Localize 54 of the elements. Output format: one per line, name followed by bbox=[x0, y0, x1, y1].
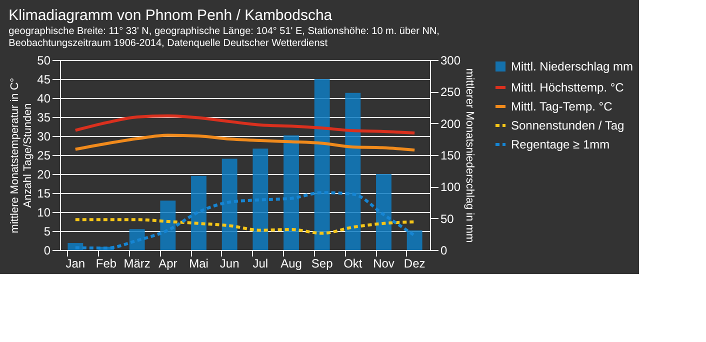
text: Beobachtungszeitraum 1906-2014, Datenquelle Deutscher Wetterdienst bbox=[8, 38, 328, 49]
x-tick-label: Jun bbox=[220, 256, 240, 270]
y-tick-label: 45 bbox=[37, 72, 51, 86]
line-series bbox=[74, 191, 416, 250]
text: geographische Breite: 11° 33' N, geographische Länge: 104° 51' E, Stationshöhe: 10 m. über NN, bbox=[8, 26, 440, 37]
bar bbox=[129, 229, 145, 250]
y2-tick-label: 50 bbox=[440, 212, 454, 226]
x-tick-label: Okt bbox=[344, 256, 363, 270]
bar bbox=[191, 176, 206, 250]
y-tick-label: 15 bbox=[37, 186, 51, 200]
y-axis-title: mittlere Monatstemperatur in C° Anzahl Tage/Stunden bbox=[9, 78, 34, 234]
legend-label: Regentage ≥ 1mm bbox=[511, 138, 610, 152]
bar bbox=[406, 230, 422, 250]
legend-label: Sonnenstunden / Tag bbox=[511, 118, 624, 132]
y-tick-label: 5 bbox=[44, 224, 51, 238]
line-series bbox=[74, 218, 416, 235]
bar bbox=[252, 148, 268, 250]
y-tick-label: 35 bbox=[37, 110, 51, 124]
x-tick-label: Jul bbox=[252, 256, 268, 270]
bar bbox=[284, 135, 299, 250]
bar bbox=[314, 79, 330, 250]
y2-tick-label: 300 bbox=[440, 54, 461, 68]
y-tick-label: 40 bbox=[37, 92, 51, 106]
bar bbox=[160, 200, 176, 250]
legend-label: Mittl. Tag-Temp. °C bbox=[511, 100, 613, 114]
x-tick-label: Dez bbox=[404, 256, 426, 270]
y2-tick-label: 150 bbox=[440, 148, 461, 162]
chart-title: Klimadiagramm von Phnom Penh / Kambodscha bbox=[8, 7, 333, 24]
y2-tick-label: 100 bbox=[440, 180, 461, 194]
y-tick-label: 30 bbox=[37, 130, 51, 144]
bar bbox=[345, 92, 361, 250]
y-tick-label: 50 bbox=[37, 54, 51, 68]
bar bbox=[376, 174, 392, 250]
y2-tick-label: 200 bbox=[440, 116, 461, 131]
y-tick-label: 25 bbox=[37, 148, 51, 162]
y2-tick-label: 0 bbox=[440, 244, 448, 258]
y-tick-label: 20 bbox=[37, 168, 51, 182]
x-tick-label: Jan bbox=[66, 256, 86, 270]
y2-tick-label: 250 bbox=[440, 85, 461, 100]
x-tick-label: Sep bbox=[311, 256, 334, 270]
x-tick-label: Feb bbox=[96, 256, 117, 270]
line-series bbox=[74, 114, 416, 134]
x-tick-label: Apr bbox=[158, 256, 178, 270]
legend-label: Mittl. Höchsttemp. °C bbox=[511, 80, 624, 94]
x-tick-label: März bbox=[124, 256, 150, 270]
y-tick-label: 10 bbox=[37, 206, 51, 220]
legend-label: Mittl. Niederschlag mm bbox=[511, 60, 634, 74]
bar bbox=[222, 158, 238, 250]
x-tick-label: Mai bbox=[189, 256, 208, 270]
y2-axis-title: mittlerer Monatsniederschlag in mm bbox=[464, 68, 476, 243]
x-tick-label: Nov bbox=[373, 256, 394, 270]
y-tick-label: 0 bbox=[44, 244, 51, 258]
line-series bbox=[74, 134, 416, 152]
x-tick-label: Aug bbox=[280, 256, 302, 270]
